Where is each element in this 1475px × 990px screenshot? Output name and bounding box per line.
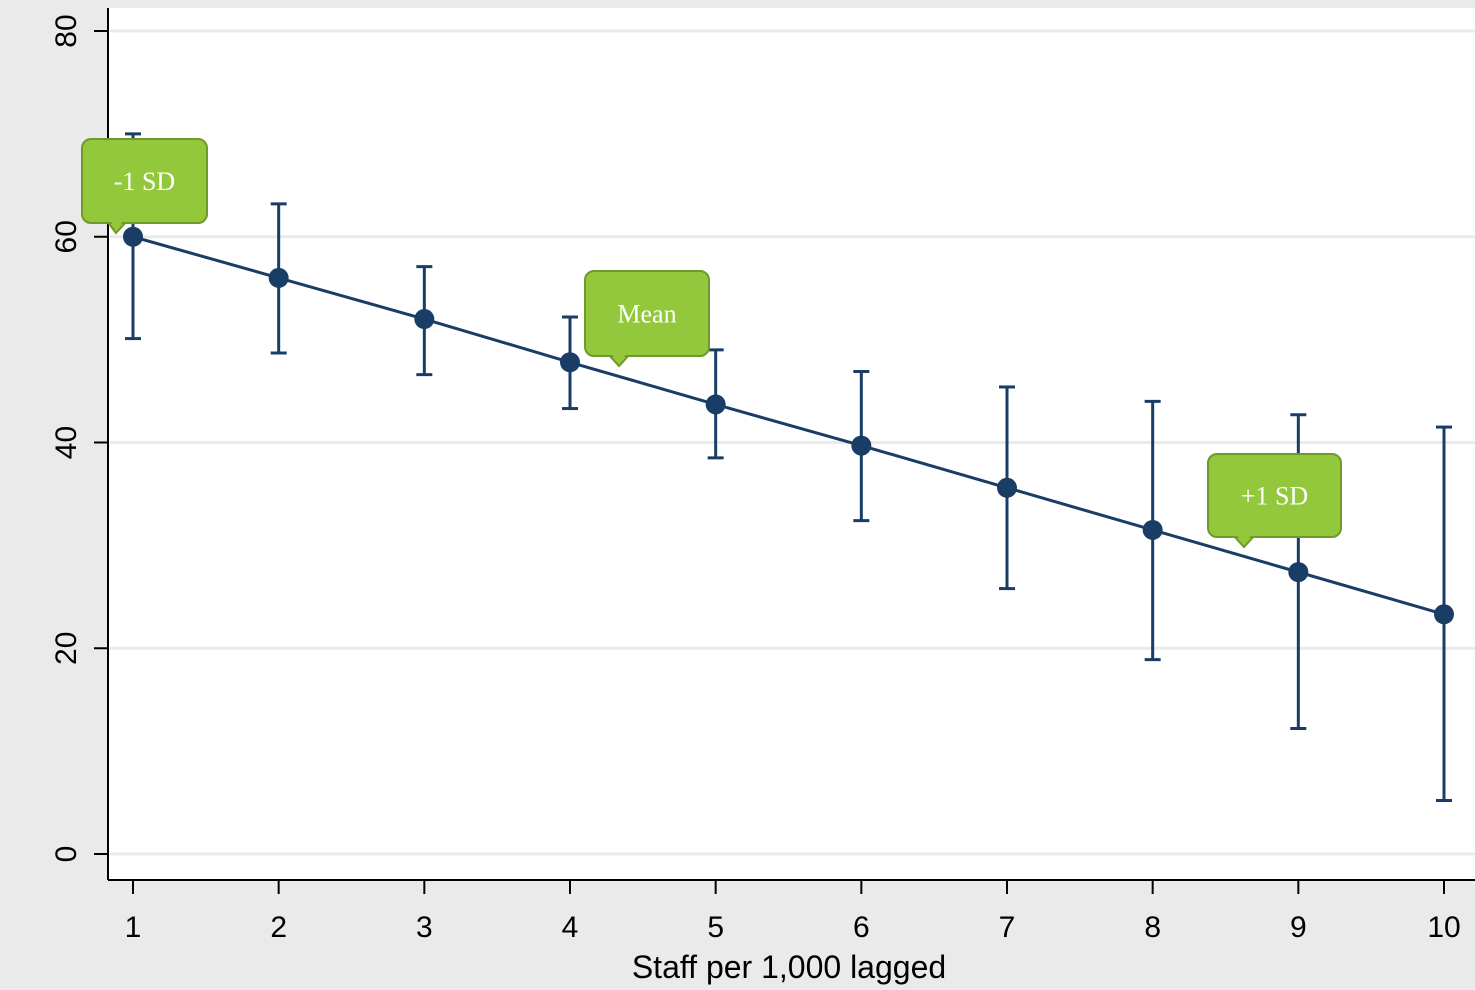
y-tick-label: 60	[50, 220, 83, 253]
data-point	[560, 352, 580, 373]
data-point	[123, 226, 143, 247]
annotations: -1 SD Mean +1 SD	[81, 138, 1342, 549]
y-tick-label: 0	[50, 846, 83, 863]
callout-pointer-fill	[1235, 534, 1253, 542]
x-tick-label: 5	[707, 911, 724, 944]
callout-label: Mean	[617, 300, 676, 329]
data-point	[1142, 519, 1163, 540]
data-point	[1434, 604, 1454, 625]
grid-lines	[110, 29, 1475, 856]
callout: -1 SD	[81, 138, 208, 235]
series-line	[132, 235, 1445, 616]
data-points	[123, 226, 1454, 625]
callout-pointer-fill	[610, 353, 628, 361]
x-axis-title: Staff per 1,000 lagged	[632, 949, 946, 985]
x-tick-label: 10	[1427, 911, 1460, 944]
callout-box	[584, 270, 710, 357]
y-tick-label: 40	[50, 426, 83, 459]
y-tick-label: 20	[50, 632, 83, 665]
callout-label: -1 SD	[114, 167, 175, 196]
data-point	[414, 309, 435, 330]
x-tick-label: 4	[562, 911, 579, 944]
data-point	[851, 435, 872, 456]
x-tick-label: 7	[999, 911, 1016, 944]
y-ticks: 0 20 40 60 80	[50, 14, 108, 862]
y-tick-label: 80	[50, 14, 83, 47]
x-tick-label: 8	[1144, 911, 1161, 944]
callout-pointer-fill	[109, 220, 125, 228]
x-tick-label: 2	[270, 911, 287, 944]
x-tick-label: 6	[853, 911, 870, 944]
data-point	[1288, 562, 1309, 583]
callout: Mean	[584, 270, 710, 368]
callout-box	[81, 138, 208, 224]
callout-label: +1 SD	[1241, 482, 1308, 511]
data-point	[705, 394, 726, 415]
x-tick-label: 1	[125, 911, 142, 944]
data-point	[268, 267, 289, 288]
data-point	[997, 477, 1017, 498]
callout-box	[1207, 453, 1342, 538]
x-ticks: 1 2 3 4 5 6 7 8 9 10	[125, 880, 1461, 944]
x-tick-label: 9	[1290, 911, 1307, 944]
callout: +1 SD	[1207, 453, 1342, 549]
x-tick-label: 3	[416, 911, 433, 944]
